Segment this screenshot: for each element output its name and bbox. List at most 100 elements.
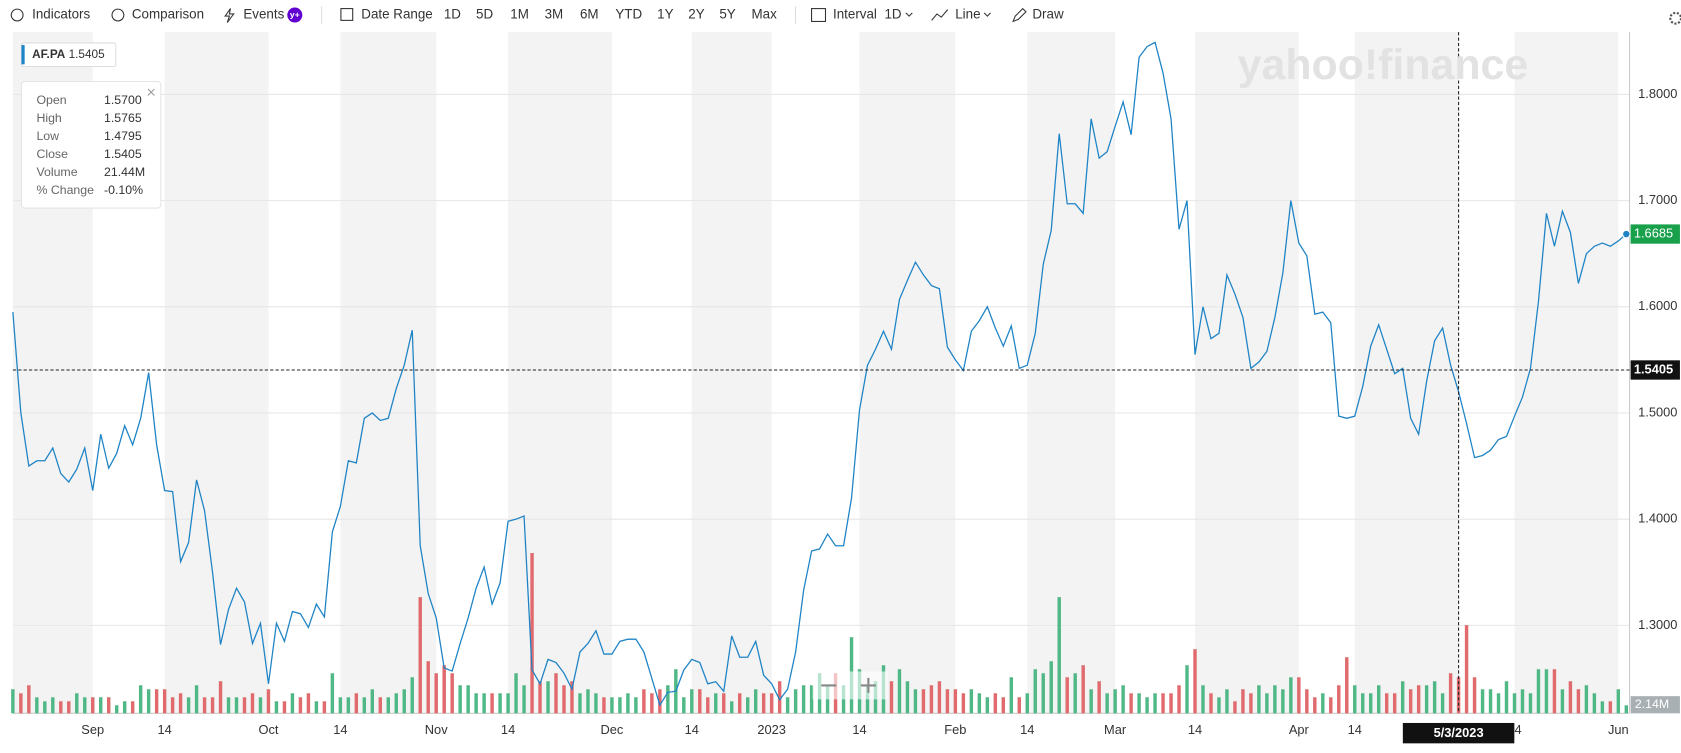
x-tick-label: Oct [258,722,278,737]
volume-bar [1177,685,1181,714]
volume-bar [1041,673,1045,714]
volume-bar [330,673,335,714]
tooltip-close[interactable] [147,88,155,96]
volume-bar [442,665,446,714]
range-5y[interactable]: 5Y [719,7,735,22]
events-badge: y+ [290,9,300,19]
range-max[interactable]: Max [752,7,778,22]
draw-button[interactable]: Draw [1032,7,1064,22]
volume-bar [282,701,287,714]
volume-bar [610,697,614,714]
volume-bar [977,693,982,714]
volume-bar [226,697,231,714]
settings-icon[interactable] [1669,11,1681,25]
events-button[interactable]: Events [243,7,284,22]
last-price-dot [1622,229,1631,239]
volume-bar [394,693,398,714]
volume-bar [1281,689,1285,714]
range-6m[interactable]: 6M [580,7,599,22]
volume-bar [1169,693,1173,714]
x-tick-label: Mar [1104,722,1127,737]
interval-button[interactable]: Interval [833,7,877,22]
range-1m[interactable]: 1M [510,7,529,22]
volume-bar [274,701,279,714]
indicators-button[interactable]: Indicators [32,7,90,22]
volume-bar [642,689,646,714]
volume-bar [1329,697,1333,714]
volume-bar [1600,701,1605,714]
volume-bar [1065,677,1069,714]
volume-bar [1249,693,1253,714]
x-tick-label: 14 [685,722,699,737]
volume-bar [753,689,758,714]
date-range-button[interactable]: Date Range [361,7,432,22]
volume-bar [937,681,942,714]
volume-bar [1424,685,1429,714]
volume-bar [1337,685,1341,714]
last-price-label: 1.6685 [1634,225,1673,240]
volume-bar [1369,693,1373,714]
overlay: AF.PA 1.5405 Open 1.5700 High 1.5765 Low 1.47… [20,42,162,209]
x-tick-label: 14 [852,722,866,737]
events-badge-bg [287,7,303,23]
volume-bar [1265,693,1269,714]
y-tick-label: 1.5000 [1638,404,1677,419]
crosshair-price-label: 1.5405 [1634,361,1673,376]
volume-bar [51,697,55,714]
volume-marker-badge [1630,696,1680,714]
tooltip-value: 1.5700 [104,93,142,107]
volume-bar [1017,697,1021,714]
volume-bar [993,693,998,714]
volume-bar [91,697,95,714]
volume-bar [482,693,486,714]
tooltip-box [20,80,162,209]
tooltip-value: -0.10% [104,183,143,197]
volume-bar [650,693,654,714]
volume-bar [1552,669,1557,714]
volume-bar [266,689,271,714]
volume-bar [1081,665,1085,714]
volume-bar [682,697,686,714]
volume-bar [322,701,327,714]
volume-bar [1440,693,1445,714]
events-icon [224,8,235,23]
range-3m[interactable]: 3M [545,7,564,22]
interval-value[interactable]: 1D [884,7,901,22]
range-1d[interactable]: 1D [444,7,461,22]
tooltip-label: Close [36,147,68,161]
volume-bar [985,697,990,714]
range-ytd[interactable]: YTD [615,7,642,22]
x-tick-label: 14 [1188,722,1202,737]
volume-bar [1113,689,1117,714]
price-line [12,41,1627,707]
volume-bar [1544,669,1549,714]
volume-bar [690,689,694,714]
volume-bar [769,693,774,714]
volume-bar [178,693,183,714]
volume-bar [99,697,103,714]
volume-bar [138,685,143,714]
line-button[interactable]: Line [955,7,980,22]
volume-bar [578,693,582,714]
comparison-button[interactable]: Comparison [132,7,204,22]
volume-bar [298,697,303,714]
range-1y[interactable]: 1Y [657,7,673,22]
volume-bar [793,689,798,714]
volume-bar [75,693,79,714]
volume-bar [929,685,934,714]
volume-bar [1592,693,1597,714]
volume-bar [1400,681,1405,714]
volume-bar [1361,693,1365,714]
volume-bar [43,701,47,714]
volume-bar [27,685,31,714]
volume-bar [1456,677,1461,714]
volume-bar [1009,677,1014,714]
range-5d[interactable]: 5D [476,7,493,22]
volume-bar [1464,625,1469,714]
background-stripe [164,32,269,714]
volume-bar [146,689,151,714]
volume-bar [59,701,63,714]
volume-bar [1145,697,1149,714]
range-2y[interactable]: 2Y [688,7,704,22]
toolbar: Indicators Comparison Events y+ Date Ran… [10,6,1681,25]
